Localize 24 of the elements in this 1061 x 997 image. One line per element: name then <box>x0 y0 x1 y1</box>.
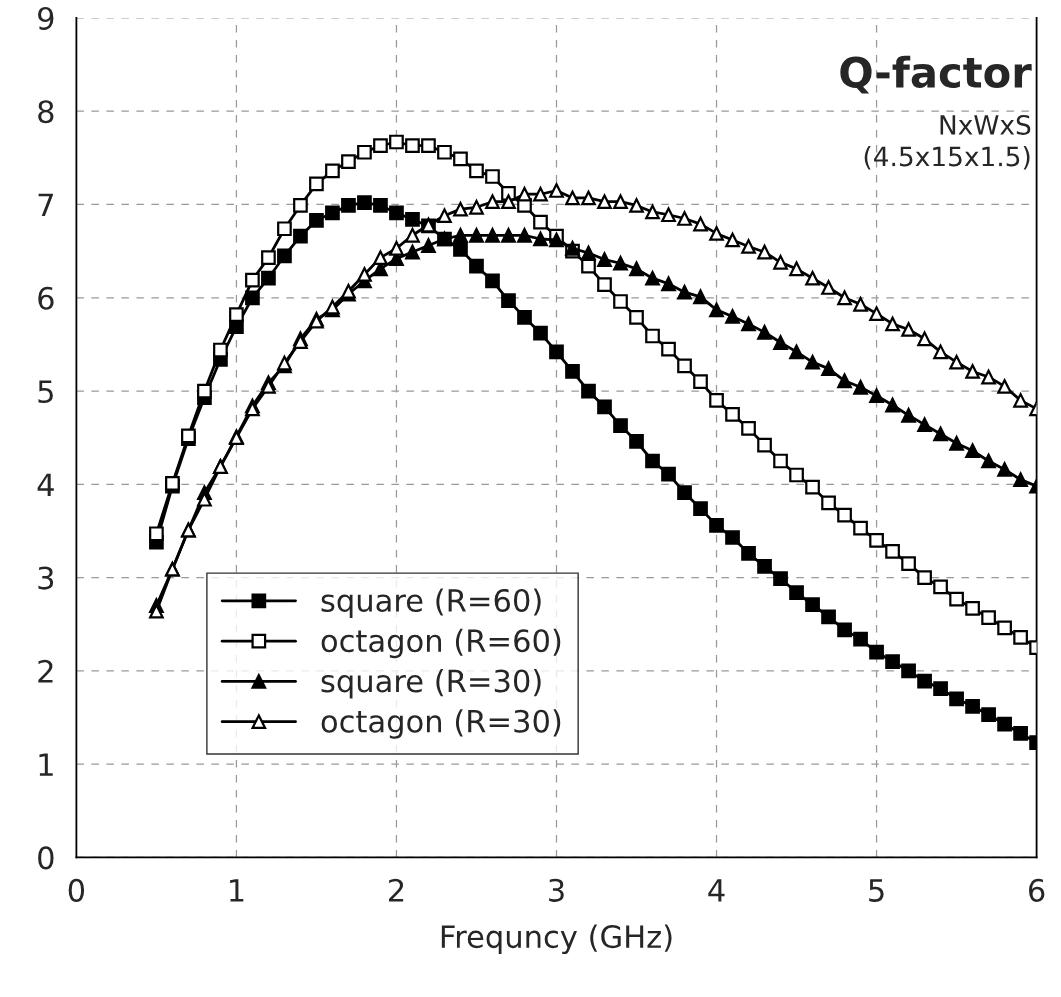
y-tick-label: 2 <box>38 659 53 683</box>
y-tick-label: 9 <box>38 6 54 30</box>
text: Q-factor <box>840 55 1032 94</box>
y-tick-label: 4 <box>37 473 54 496</box>
y-tick-label: 6 <box>38 286 54 310</box>
y-tick-label: 7 <box>38 193 53 217</box>
x-axis-title: Frequncy (GHz) <box>441 924 672 955</box>
x-tick-label: 3 <box>549 878 564 902</box>
y-tick-label: 1 <box>39 753 53 776</box>
legend-label: square (R=30) <box>321 668 541 699</box>
y-tick-label: 3 <box>38 566 54 590</box>
y-tick-label: 0 <box>38 846 54 870</box>
legend-label: octagon (R=60) <box>321 628 561 659</box>
x-tick-label: 6 <box>1029 878 1045 902</box>
y-tick-label: 8 <box>38 100 54 124</box>
legend-label: octagon (R=30) <box>321 709 561 739</box>
x-tick-label: 1 <box>230 879 244 902</box>
x-tick-label: 4 <box>708 879 725 902</box>
text: NxWxS (4.5x15x1.5) <box>864 114 1031 170</box>
x-tick-label: 5 <box>869 879 884 902</box>
y-tick-label: 5 <box>38 380 53 404</box>
legend-label: square (R=60) <box>321 588 541 618</box>
x-tick-label: 0 <box>68 878 85 902</box>
x-tick-label: 2 <box>388 878 404 902</box>
